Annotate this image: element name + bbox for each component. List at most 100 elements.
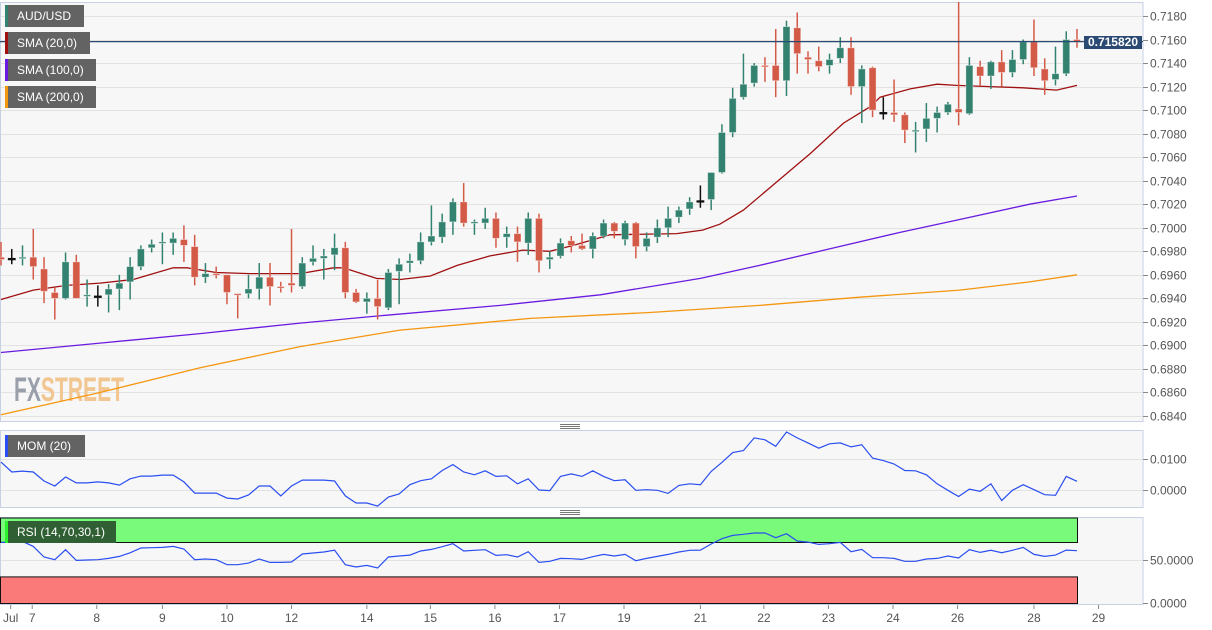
- candle[interactable]: [567, 236, 576, 253]
- candle[interactable]: [492, 212, 500, 248]
- candle[interactable]: [578, 233, 586, 251]
- legend-sma100[interactable]: SMA (100,0): [5, 59, 96, 81]
- candle[interactable]: [147, 239, 156, 253]
- candle[interactable]: [40, 257, 48, 304]
- candle[interactable]: [405, 253, 414, 273]
- candle[interactable]: [535, 213, 543, 273]
- candle[interactable]: [825, 53, 834, 74]
- candle[interactable]: [384, 268, 393, 311]
- panel-resize-handle[interactable]: [560, 510, 580, 515]
- legend-symbol[interactable]: AUD/USD: [5, 5, 84, 27]
- candle[interactable]: [72, 254, 81, 299]
- candle[interactable]: [653, 219, 662, 244]
- candle[interactable]: [438, 213, 447, 244]
- candle[interactable]: [922, 103, 931, 142]
- candle[interactable]: [287, 228, 296, 293]
- candle[interactable]: [330, 233, 339, 271]
- candle[interactable]: [266, 263, 274, 306]
- candle[interactable]: [987, 60, 995, 89]
- panel-resize-handle[interactable]: [560, 424, 580, 429]
- candle[interactable]: [631, 221, 640, 259]
- candle[interactable]: [933, 106, 942, 133]
- candle[interactable]: [997, 50, 1006, 87]
- candle[interactable]: [879, 97, 888, 120]
- candle[interactable]: [255, 263, 264, 300]
- candle[interactable]: [685, 197, 694, 215]
- candle[interactable]: [718, 124, 726, 174]
- candle[interactable]: [965, 57, 974, 115]
- candle[interactable]: [93, 285, 102, 307]
- candle[interactable]: [362, 292, 371, 314]
- candle[interactable]: [556, 238, 565, 259]
- candle[interactable]: [545, 251, 554, 269]
- candle[interactable]: [674, 206, 683, 224]
- candle[interactable]: [276, 281, 285, 293]
- candle[interactable]: [459, 183, 468, 227]
- candle[interactable]: [309, 245, 317, 266]
- candle[interactable]: [319, 248, 328, 280]
- candle[interactable]: [0, 241, 5, 266]
- candle[interactable]: [416, 232, 425, 265]
- candle[interactable]: [847, 37, 855, 95]
- candle[interactable]: [169, 232, 178, 255]
- candle[interactable]: [890, 79, 898, 122]
- legend-mom[interactable]: MOM (20): [5, 435, 85, 457]
- candle[interactable]: [158, 232, 167, 265]
- candle[interactable]: [782, 20, 791, 96]
- candle[interactable]: [244, 274, 253, 299]
- candle[interactable]: [190, 234, 199, 286]
- candle[interactable]: [18, 245, 27, 266]
- candle[interactable]: [212, 266, 221, 279]
- candle[interactable]: [1062, 31, 1071, 76]
- candle[interactable]: [233, 293, 242, 319]
- candle[interactable]: [352, 288, 360, 304]
- candle[interactable]: [481, 207, 490, 229]
- candle[interactable]: [664, 206, 673, 238]
- candle[interactable]: [373, 279, 382, 320]
- candle[interactable]: [814, 46, 823, 72]
- candle[interactable]: [180, 225, 188, 262]
- candle[interactable]: [1051, 46, 1060, 86]
- candle[interactable]: [427, 205, 436, 246]
- mom-panel[interactable]: [0, 430, 1144, 508]
- candle[interactable]: [298, 257, 307, 289]
- candle[interactable]: [50, 287, 59, 320]
- candle[interactable]: [728, 87, 737, 138]
- candle[interactable]: [943, 101, 952, 115]
- candle[interactable]: [954, 0, 963, 126]
- candle[interactable]: [104, 284, 113, 313]
- candle[interactable]: [642, 232, 651, 252]
- candle[interactable]: [7, 248, 16, 265]
- candle[interactable]: [513, 226, 522, 262]
- legend-rsi[interactable]: RSI (14,70,30,1): [5, 521, 116, 543]
- legend-sma200[interactable]: SMA (200,0): [5, 86, 96, 108]
- candle[interactable]: [470, 219, 479, 235]
- candle[interactable]: [911, 121, 920, 153]
- candle[interactable]: [502, 226, 511, 248]
- candle[interactable]: [83, 279, 91, 307]
- candle[interactable]: [395, 258, 404, 305]
- candle[interactable]: [707, 172, 716, 211]
- candle[interactable]: [524, 212, 533, 255]
- candle[interactable]: [29, 228, 38, 280]
- candle[interactable]: [449, 198, 457, 235]
- candle[interactable]: [115, 274, 124, 311]
- candle[interactable]: [771, 28, 780, 98]
- candle[interactable]: [857, 65, 866, 124]
- candle[interactable]: [900, 112, 909, 144]
- candle[interactable]: [750, 63, 759, 87]
- candle[interactable]: [588, 232, 597, 259]
- candle[interactable]: [1008, 50, 1017, 78]
- candle[interactable]: [599, 219, 608, 239]
- candle[interactable]: [223, 274, 231, 305]
- candle[interactable]: [621, 220, 629, 246]
- main-panel[interactable]: [0, 2, 1144, 422]
- candle[interactable]: [739, 53, 748, 100]
- candle[interactable]: [610, 221, 619, 239]
- candle[interactable]: [126, 257, 135, 300]
- candle[interactable]: [868, 66, 877, 118]
- legend-sma20[interactable]: SMA (20,0): [5, 32, 90, 54]
- candle[interactable]: [1040, 58, 1049, 95]
- candle[interactable]: [341, 241, 350, 299]
